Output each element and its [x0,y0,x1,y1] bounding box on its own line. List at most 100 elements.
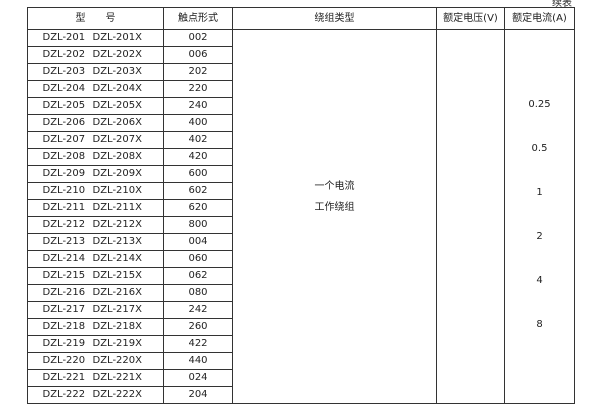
model-cell: DZL-220 DZL-220X [27,352,164,370]
model: DZL-210 [42,185,86,196]
model: DZL-209 [42,168,86,179]
contact-cell: 400 [163,114,233,132]
model-x: DZL-207X [92,134,143,145]
model-x: DZL-222X [92,389,143,400]
contact-cell: 060 [163,250,233,268]
model-x: DZL-204X [92,83,143,94]
model: DZL-219 [42,338,86,349]
contact-cell: 024 [163,369,233,387]
model-cell: DZL-206 DZL-206X [27,114,164,132]
model-x: DZL-221X [92,372,143,383]
model-cell: DZL-213 DZL-213X [27,233,164,251]
table-row: DZL-204 DZL-204X 220 [27,80,575,98]
model-x: DZL-209X [92,168,143,179]
winding-cell: 一个电流 工作绕组 [232,29,437,404]
contact-cell: 440 [163,352,233,370]
model-cell: DZL-201 DZL-201X [27,29,164,47]
model-cell: DZL-210 DZL-210X [27,182,164,200]
model-cell: DZL-207 DZL-207X [27,131,164,149]
model-cell: DZL-204 DZL-204X [27,80,164,98]
model: DZL-214 [42,253,86,264]
model-x: DZL-211X [92,202,143,213]
table-row: DZL-209 DZL-209X 600 [27,165,575,183]
model: DZL-221 [42,372,86,383]
contact-cell: 602 [163,182,233,200]
current-value: 2 [536,231,543,242]
model-x: DZL-203X [92,66,143,77]
model-x: DZL-210X [92,185,143,196]
contact-cell: 800 [163,216,233,234]
model-cell: DZL-203 DZL-203X [27,63,164,81]
model-cell: DZL-215 DZL-215X [27,267,164,285]
model: DZL-208 [42,151,86,162]
current-value: 8 [536,319,543,330]
contact-cell: 204 [163,386,233,404]
model: DZL-217 [42,304,86,315]
model-cell: DZL-202 DZL-202X [27,46,164,64]
contact-cell: 080 [163,284,233,302]
header-contact: 触点形式 [163,7,233,30]
contact-cell: 220 [163,80,233,98]
table-row: DZL-210 DZL-210X 602 [27,182,575,200]
model-cell: DZL-217 DZL-217X [27,301,164,319]
contact-cell: 202 [163,63,233,81]
model-cell: DZL-211 DZL-211X [27,199,164,217]
model-x: DZL-218X [92,321,143,332]
model-x: DZL-215X [92,270,143,281]
model-x: DZL-220X [92,355,143,366]
model-x: DZL-201X [92,32,143,43]
model: DZL-218 [42,321,86,332]
header-voltage: 额定电压(V) [436,7,505,30]
winding-line2: 工作绕组 [314,202,355,213]
model-x: DZL-217X [92,304,143,315]
model: DZL-205 [42,100,86,111]
header-row: 型 号 触点形式 绕组类型 额定电压(V) 额定电流(A) [27,7,575,30]
table-row: DZL-202 DZL-202X 006 [27,46,575,64]
model-cell: DZL-216 DZL-216X [27,284,164,302]
model: DZL-216 [42,287,86,298]
contact-cell: 420 [163,148,233,166]
current-value: 0.5 [531,143,548,154]
contact-cell: 006 [163,46,233,64]
model: DZL-212 [42,219,86,230]
model-x: DZL-205X [92,100,143,111]
contact-cell: 242 [163,301,233,319]
model-cell: DZL-209 DZL-209X [27,165,164,183]
model-cell: DZL-218 DZL-218X [27,318,164,336]
model-cell: DZL-212 DZL-212X [27,216,164,234]
table-row: DZL-207 DZL-207X 402 [27,131,575,149]
model-x: DZL-219X [92,338,143,349]
contact-cell: 260 [163,318,233,336]
winding-line1: 一个电流 [314,181,355,192]
model: DZL-206 [42,117,86,128]
model-x: DZL-214X [92,253,143,264]
contact-cell: 422 [163,335,233,353]
model-x: DZL-202X [92,49,143,60]
table-row: DZL-201 DZL-201X 002 一个电流 工作绕组 0.25 0.5 1 2 4 8 [27,29,575,404]
model: DZL-211 [42,202,86,213]
model-x: DZL-208X [92,151,143,162]
model: DZL-201 [42,32,86,43]
model-x: DZL-206X [92,117,143,128]
current-value: 4 [536,275,543,286]
current-value: 1 [536,187,543,198]
contact-cell: 600 [163,165,233,183]
table-row: DZL-203 DZL-203X 202 [27,63,575,81]
contact-cell: 002 [163,29,233,47]
contact-cell: 062 [163,267,233,285]
model: DZL-215 [42,270,86,281]
model-cell: DZL-214 DZL-214X [27,250,164,268]
table-row: DZL-217 DZL-217X 242 [27,301,575,319]
model: DZL-220 [42,355,86,366]
model-x: DZL-212X [92,219,143,230]
model-cell: DZL-221 DZL-221X [27,369,164,387]
table-row: DZL-218 DZL-218X 260 [27,318,575,336]
model-cell: DZL-205 DZL-205X [27,97,164,115]
model-cell: DZL-219 DZL-219X [27,335,164,353]
contact-cell: 402 [163,131,233,149]
current-cell: 0.25 0.5 1 2 4 8 [504,29,575,404]
voltage-cell [436,29,505,404]
header-model: 型 号 [27,7,164,30]
current-value: 0.25 [528,99,551,110]
table-row: DZL-213 DZL-213X 004 [27,233,575,251]
